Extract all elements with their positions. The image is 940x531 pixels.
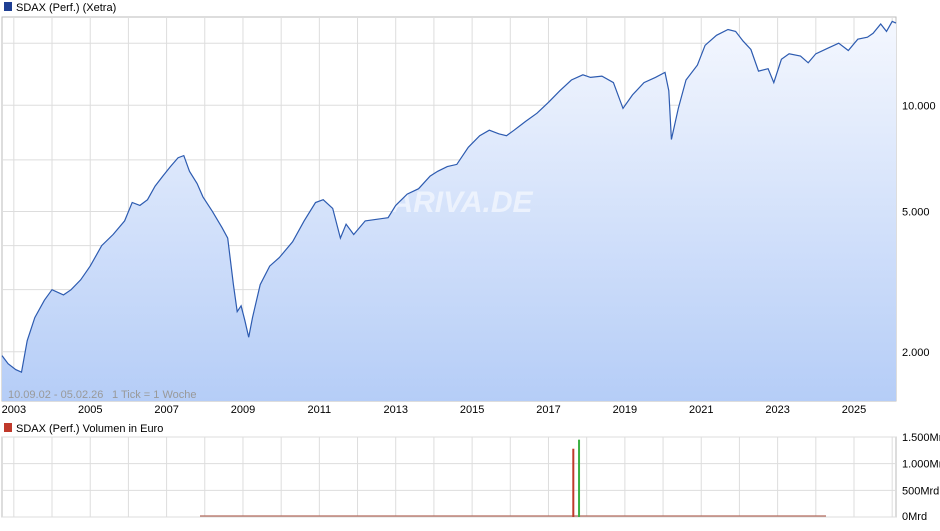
volume-ytick-label: 500Mrd — [902, 485, 939, 497]
price-xtick-label: 2019 — [613, 404, 637, 416]
volume-gridlines — [2, 436, 896, 518]
price-xtick-label: 2005 — [78, 404, 102, 416]
price-xtick-label: 2003 — [2, 404, 26, 416]
price-y-axis: 2.000 5.000 10.000 — [902, 100, 936, 358]
volume-bar — [572, 448, 575, 517]
volume-ytick-label: 0Mrd — [902, 511, 927, 523]
price-area-fill — [2, 21, 896, 402]
price-x-axis: 2003 2005 2007 2009 2011 2013 2015 2017 2019 2021… — [2, 404, 867, 416]
price-panel: SDAX (Perf.) (Xetra) ARIVA.DE 2.000 5.000… — [1, 2, 936, 416]
price-xtick-label: 2007 — [154, 404, 178, 416]
price-xtick-label: 2017 — [536, 404, 560, 416]
price-xtick-label: 2025 — [842, 404, 866, 416]
price-ytick-label: 2.000 — [902, 347, 930, 359]
volume-bars — [572, 439, 581, 517]
range-label: 10.09.02 - 05.02.26 — [8, 389, 103, 401]
price-xtick-label: 2013 — [383, 404, 407, 416]
price-legend-swatch — [4, 2, 12, 11]
price-xtick-label: 2009 — [231, 404, 255, 416]
price-line — [1, 20, 897, 374]
volume-ytick-label: 1.500Mrd — [902, 432, 940, 444]
price-xtick-label: 2015 — [460, 404, 484, 416]
price-xtick-label: 2023 — [765, 404, 789, 416]
watermark: ARIVA.DE — [390, 186, 533, 219]
volume-y-axis: 0Mrd 500Mrd 1.000Mrd 1.500Mrd — [902, 432, 940, 523]
price-xtick-label: 2011 — [308, 404, 332, 416]
volume-ytick-label: 1.000Mrd — [902, 459, 940, 471]
volume-bar — [578, 439, 581, 517]
price-legend-label: SDAX (Perf.) (Xetra) — [16, 2, 116, 14]
volume-legend-label: SDAX (Perf.) Volumen in Euro — [16, 423, 163, 435]
price-ytick-label: 5.000 — [902, 206, 930, 218]
tick-interval-label: 1 Tick = 1 Woche — [112, 389, 196, 401]
price-ytick-label: 10.000 — [902, 100, 936, 112]
price-xtick-label: 2021 — [689, 404, 713, 416]
volume-plot-frame — [1, 436, 897, 518]
volume-legend-swatch — [4, 423, 12, 432]
volume-panel: SDAX (Perf.) Volumen in Euro 0Mrd 500Mrd 1… — [1, 423, 940, 523]
